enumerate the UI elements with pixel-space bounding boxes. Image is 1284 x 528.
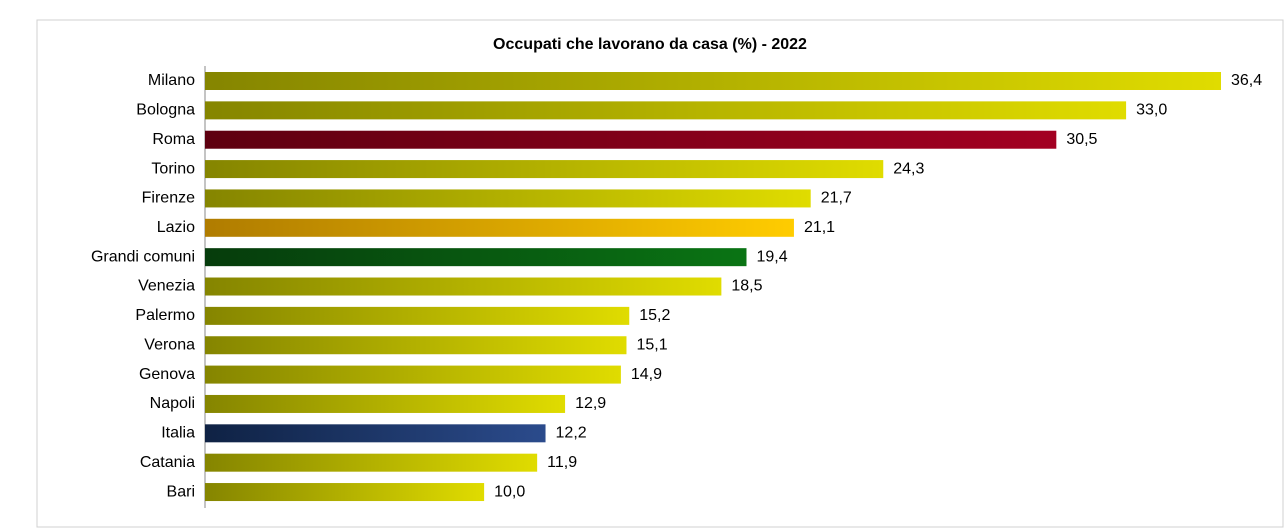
category-label: Catania <box>140 454 195 471</box>
bar <box>205 336 627 355</box>
bar <box>205 483 485 502</box>
category-label: Bologna <box>136 102 195 119</box>
category-label: Bari <box>167 483 195 500</box>
bar <box>205 248 747 267</box>
chart-title: Occupati che lavorano da casa (%) - 2022 <box>493 36 807 53</box>
bar <box>205 101 1127 120</box>
category-label: Italia <box>161 425 195 442</box>
category-label: Milano <box>148 72 195 89</box>
bar <box>205 424 546 443</box>
data-label: 10,0 <box>494 483 525 500</box>
bar <box>205 160 884 179</box>
data-label: 19,4 <box>756 248 787 265</box>
data-label: 21,1 <box>804 219 835 236</box>
data-label: 33,0 <box>1136 102 1167 119</box>
bar <box>205 394 566 413</box>
data-label: 30,5 <box>1066 131 1097 148</box>
data-label: 15,1 <box>636 336 667 353</box>
data-label: 15,2 <box>639 307 670 324</box>
category-label: Roma <box>152 131 195 148</box>
category-label: Verona <box>144 336 195 353</box>
data-label: 12,2 <box>556 425 587 442</box>
category-label: Genova <box>139 366 195 383</box>
bar <box>205 277 722 296</box>
data-label: 11,9 <box>547 454 577 471</box>
category-label: Lazio <box>157 219 195 236</box>
data-label: 36,4 <box>1231 72 1262 89</box>
bar <box>205 189 811 208</box>
category-label: Torino <box>151 160 195 177</box>
category-label: Grandi comuni <box>91 248 195 265</box>
category-label: Napoli <box>150 395 195 412</box>
data-label: 14,9 <box>631 366 662 383</box>
bar <box>205 218 794 237</box>
chart-frame <box>36 19 1284 528</box>
bar <box>205 130 1057 149</box>
category-label: Venezia <box>138 278 195 295</box>
data-label: 12,9 <box>575 395 606 412</box>
data-label: 24,3 <box>893 160 924 177</box>
category-label: Firenze <box>142 190 195 207</box>
bar <box>205 453 538 472</box>
bar <box>205 306 630 325</box>
bar <box>205 365 621 384</box>
data-label: 18,5 <box>731 278 762 295</box>
data-label: 21,7 <box>821 190 852 207</box>
bar <box>205 72 1221 90</box>
category-label: Palermo <box>135 307 195 324</box>
